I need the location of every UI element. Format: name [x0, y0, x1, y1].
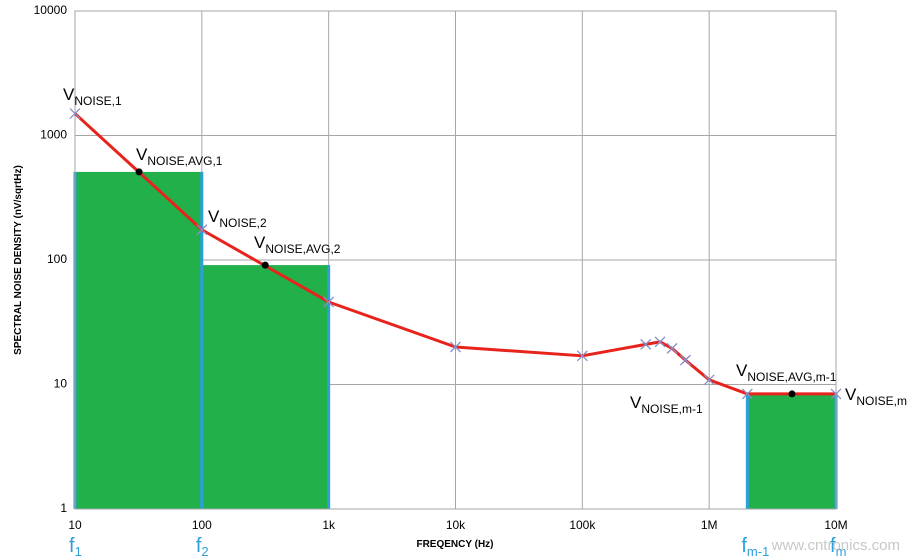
point-marker	[196, 224, 208, 236]
freq-sub: m	[836, 544, 847, 559]
annotation: VNOISE,m-1	[630, 393, 703, 416]
freq-main: f	[830, 535, 836, 557]
annotation-sub: NOISE,1	[74, 94, 122, 108]
freq-sub: 2	[201, 544, 208, 559]
annotation: VNOISE,AVG,1	[136, 145, 223, 168]
point-marker	[830, 388, 842, 400]
point-marker	[666, 342, 678, 354]
point-marker	[741, 388, 753, 400]
y-axis-label: SPECTRAL NOISE DENSITY (nV/sqrtHz)	[13, 165, 24, 355]
annotation-sub: NOISE,AVG,m-1	[747, 370, 836, 384]
y-tick-label: 10000	[34, 3, 68, 17]
freq-main: f	[741, 535, 747, 557]
point-marker	[703, 374, 715, 386]
avg-point	[788, 390, 796, 398]
x-tick-label: 1M	[701, 518, 718, 532]
x-axis-label: FREQENCY (Hz)	[416, 539, 493, 550]
freq-main: f	[196, 535, 202, 557]
annotation: VNOISE,1	[63, 85, 122, 108]
x-tick-label: 100	[192, 518, 212, 532]
noise-line	[73, 112, 836, 396]
annotation-sub: NOISE,m-1	[641, 402, 703, 416]
avg-point	[135, 168, 143, 176]
point-marker	[679, 354, 691, 366]
annotation-main: V	[630, 393, 642, 412]
point-marker	[576, 350, 588, 362]
annotation-sub: NOISE,AVG,1	[147, 154, 222, 168]
freq-label: f2	[196, 535, 209, 559]
annotation: VNOISE,AVG,2	[254, 233, 341, 256]
y-tick-label: 1000	[40, 128, 67, 142]
bar	[747, 393, 836, 509]
annotation: VNOISE,2	[208, 207, 267, 230]
x-tick-label: 10k	[446, 518, 466, 532]
annotation-main: V	[208, 207, 220, 226]
freq-sub: m-1	[747, 544, 769, 559]
freq-sub: 1	[75, 544, 82, 559]
freq-label: fm-1	[741, 535, 769, 559]
point-marker	[450, 341, 461, 353]
plot-border	[74, 10, 837, 510]
y-tick-label: 10	[54, 377, 68, 391]
annotation-sub: NOISE,2	[219, 216, 267, 230]
annotation: VNOISE,m	[845, 385, 907, 408]
avg-point	[261, 261, 269, 269]
point-marker	[640, 338, 652, 350]
annotation: VNOISE,AVG,m-1	[736, 361, 837, 384]
annotation-main: V	[254, 233, 266, 252]
annotation-sub: NOISE,AVG,2	[265, 242, 340, 256]
point-marker	[654, 336, 666, 348]
annotation-main: V	[845, 385, 857, 404]
x-tick-label: 10M	[824, 518, 847, 532]
y-tick-label: 100	[47, 252, 67, 266]
point-marker	[69, 108, 81, 120]
point-marker	[323, 296, 335, 308]
x-tick-label: 100k	[569, 518, 596, 532]
bar	[201, 265, 329, 509]
freq-label: f1	[69, 535, 82, 559]
x-tick-label: 10	[68, 518, 82, 532]
annotation-sub: NOISE,m	[856, 394, 907, 408]
watermark: www.cntronics.com	[771, 537, 900, 554]
freq-label: fm	[830, 535, 846, 559]
bar	[75, 171, 202, 509]
annotation-main: V	[63, 85, 75, 104]
annotation-main: V	[136, 145, 148, 164]
y-tick-label: 1	[60, 501, 67, 515]
annotation-main: V	[736, 361, 748, 380]
freq-main: f	[69, 535, 75, 557]
x-tick-label: 1k	[322, 518, 336, 532]
